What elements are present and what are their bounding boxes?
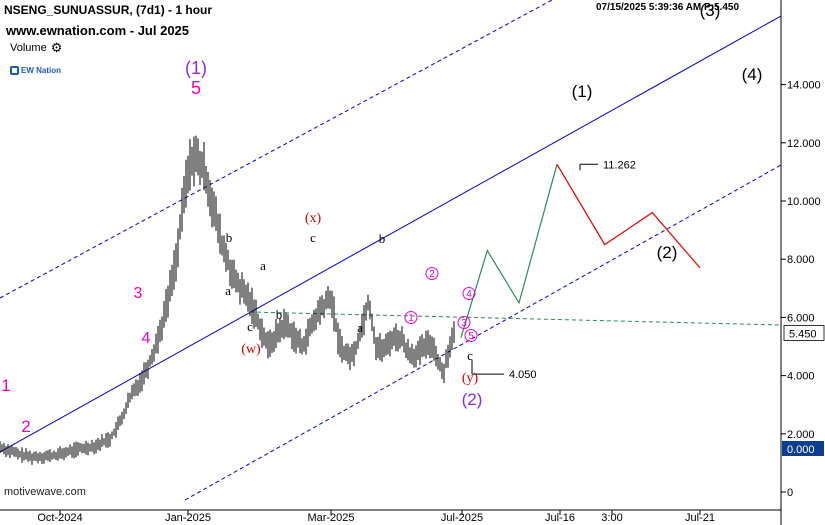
volume-label: Volume <box>10 41 47 54</box>
y-tick-label: 0 <box>787 487 793 499</box>
wave-label: b <box>226 230 233 245</box>
wave-label-circle <box>404 311 418 324</box>
y-tick-label: 2.000 <box>787 429 815 441</box>
channel-mid-solid <box>0 15 781 453</box>
wave-label-circle <box>462 287 476 300</box>
wave-label: (4) <box>742 65 763 84</box>
wave-label: (1) <box>572 82 593 101</box>
wave-label: (y) <box>462 371 479 386</box>
wave-label: 5 <box>191 78 201 98</box>
credit-label: motivewave.com <box>4 486 86 498</box>
price-badge-label: 5.450 <box>789 328 817 340</box>
x-tick-label: Jan-2025 <box>165 512 211 524</box>
wave-label: b <box>276 307 283 322</box>
wave-label: a <box>225 283 231 298</box>
y-tick-label: 14.000 <box>787 80 821 92</box>
channel-lower-dashed <box>184 164 781 501</box>
x-tick-label: Jul-21 <box>685 512 715 524</box>
wave-label: 1 <box>1 376 10 395</box>
wave-label-circle <box>457 316 471 329</box>
projection-up-path <box>460 164 558 338</box>
wave-label: 1 <box>408 313 414 324</box>
logo-text: EW Nation <box>21 66 61 75</box>
gear-icon[interactable]: ⚙ <box>50 40 63 55</box>
x-tick-label: Mar-2025 <box>307 512 354 524</box>
y-tick-label: 10.000 <box>787 196 821 208</box>
y-tick-label: 6.000 <box>787 312 815 324</box>
volume-badge <box>782 441 824 456</box>
wave-label: (x) <box>305 211 322 226</box>
wave-label: c <box>467 348 473 363</box>
wave-label: 4 <box>142 330 151 347</box>
wave-label: (w) <box>241 342 261 357</box>
price-badge <box>783 325 825 341</box>
y-tick-label: 12.000 <box>787 138 821 150</box>
wave-label: 2 <box>21 417 30 436</box>
wave-label: b <box>379 231 386 246</box>
wave-label: (2) <box>657 243 678 262</box>
ew-nation-logo: EW Nation <box>10 66 61 75</box>
projection-down-path <box>556 163 701 269</box>
wave-label-circle <box>464 329 478 342</box>
wave-label: 2 <box>429 269 435 280</box>
wave-label: c <box>310 230 316 245</box>
level-label: 4.050 <box>509 369 537 381</box>
wave-label: 3 <box>461 318 467 329</box>
x-tick-label: Oct-2024 <box>37 512 82 524</box>
logo-mark-icon <box>10 66 19 75</box>
wave-label: a <box>260 258 266 273</box>
level-label: 11.262 <box>603 159 636 171</box>
volume-badge-label: 0.000 <box>787 444 815 456</box>
x-tick-label: 3:00 <box>601 512 622 524</box>
x-tick-label: Jul-16 <box>545 512 575 524</box>
y-tick-label: 4.000 <box>787 371 815 383</box>
x-tick-label: Jul-2025 <box>441 512 483 524</box>
chart-title: NSENG_SUNUASSUR, (7d1) - 1 hour <box>4 3 213 17</box>
y-tick-label: 8.000 <box>787 254 815 266</box>
volume-indicator[interactable]: Volume ⚙ <box>10 41 62 54</box>
wave-label-circle <box>425 267 439 280</box>
wave-label: 3 <box>134 285 143 302</box>
wave-label: 5 <box>468 331 474 342</box>
wave-label: (2) <box>462 390 483 409</box>
channel-upper-dashed <box>0 0 553 299</box>
support-trendline <box>249 311 781 326</box>
wave-label: a <box>357 320 363 335</box>
wave-label: c <box>247 319 253 334</box>
timestamp-readout: 07/15/2025 5:39:36 AM P:5.450 <box>596 2 740 13</box>
wave-label: (1) <box>185 58 207 78</box>
site-label: www.ewnation.com - Jul 2025 <box>6 23 190 38</box>
wave-label: (3) <box>700 1 721 20</box>
wave-label: 4 <box>466 289 472 300</box>
